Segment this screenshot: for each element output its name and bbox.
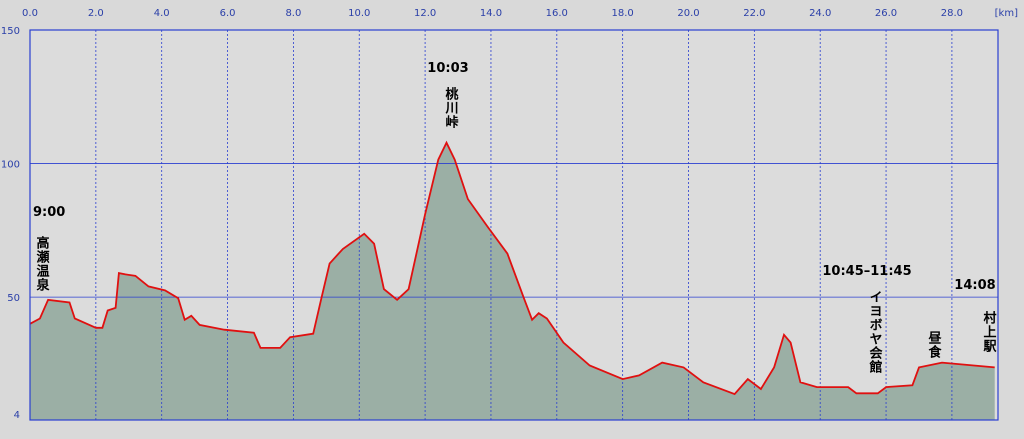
x-tick-label: 16.0 bbox=[546, 8, 568, 19]
x-tick-label: 24.0 bbox=[809, 8, 831, 19]
x-tick-label: 4.0 bbox=[154, 8, 170, 19]
x-unit: [km] bbox=[995, 8, 1018, 19]
annotation-time: 14:08 bbox=[954, 278, 995, 293]
x-tick-label: 22.0 bbox=[743, 8, 765, 19]
annotation-place: 桃川峠 bbox=[443, 86, 460, 129]
elevation-line bbox=[29, 140, 995, 396]
annotation-place: 村上駅 bbox=[981, 310, 998, 353]
annotation-time: 10:45–11:45 bbox=[822, 264, 911, 279]
y-tick-label: 100 bbox=[1, 160, 20, 171]
x-tick-label: 12.0 bbox=[414, 8, 436, 19]
annotation-place: 高瀬温泉 bbox=[34, 235, 50, 292]
annotation-place: 昼食 bbox=[926, 330, 942, 359]
annotation-place: イヨボヤ会館 bbox=[867, 290, 883, 374]
annotation-time: 10:03 bbox=[427, 61, 468, 76]
elevation-area bbox=[30, 142, 995, 420]
x-tick-label: 6.0 bbox=[220, 8, 236, 19]
x-tick-label: 10.0 bbox=[348, 8, 370, 19]
x-tick-label: 14.0 bbox=[480, 8, 502, 19]
y-tick-label: 50 bbox=[7, 293, 20, 304]
y-tick-label: 4 bbox=[14, 410, 20, 421]
annotation-time: 9:00 bbox=[33, 205, 65, 220]
x-tick-label: 0.0 bbox=[22, 8, 38, 19]
x-tick-label: 8.0 bbox=[285, 8, 301, 19]
y-tick-label: 150 bbox=[1, 26, 20, 37]
x-tick-label: 28.0 bbox=[941, 8, 963, 19]
x-tick-label: 26.0 bbox=[875, 8, 897, 19]
x-tick-label: 20.0 bbox=[677, 8, 699, 19]
x-tick-label: 18.0 bbox=[612, 8, 634, 19]
x-tick-label: 2.0 bbox=[88, 8, 104, 19]
plot-frame bbox=[29, 29, 999, 421]
